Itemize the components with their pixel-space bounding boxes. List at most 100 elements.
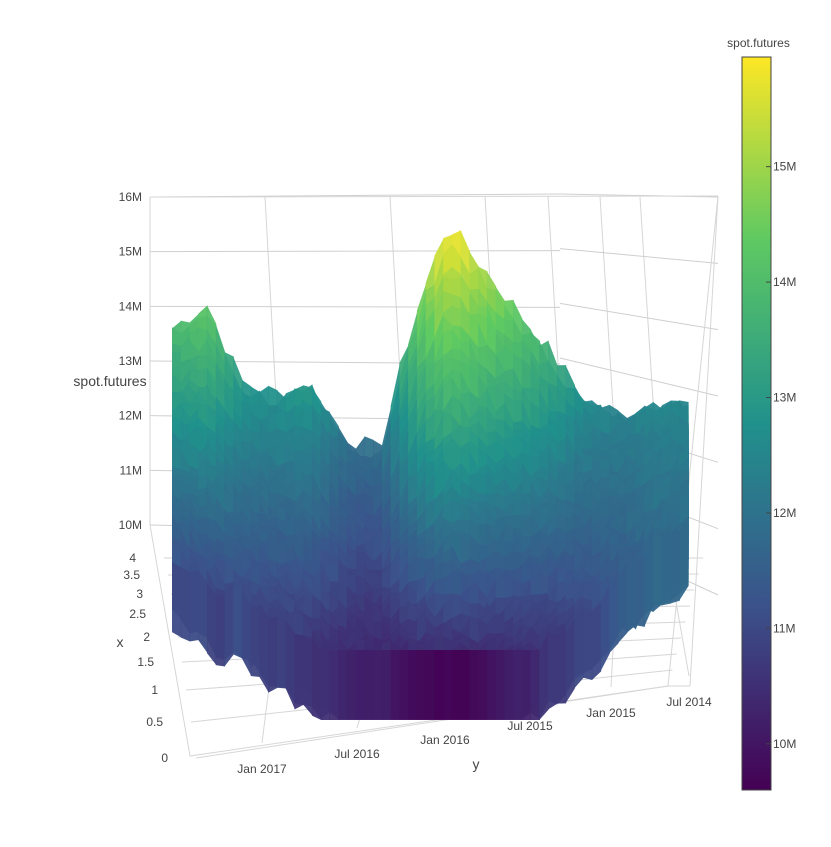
colorbar-tick-label: 15M (773, 160, 796, 174)
surface-facet (635, 555, 645, 627)
surface-facet (206, 583, 217, 666)
surface-facet (548, 633, 558, 710)
x-tick-label: 3 (136, 587, 143, 601)
x-tick-label: 2.5 (129, 607, 146, 621)
y-tick-label: Jul 2016 (334, 747, 380, 761)
colorbar-gradient (741, 56, 772, 791)
surface-facet (338, 650, 348, 720)
surface-facet (215, 595, 226, 667)
surface-facet (644, 535, 654, 627)
surface-facet (172, 562, 182, 638)
surface-facet (189, 570, 199, 642)
z-tick-label: 10M (119, 518, 142, 532)
x-tick-label: 4 (129, 551, 136, 565)
surface-facet (556, 633, 567, 704)
z-tick-label: 14M (119, 299, 142, 313)
surface-facet (504, 650, 514, 720)
z-gridline-side (559, 357, 719, 397)
x-tick-label: 0.5 (146, 715, 163, 729)
surface-facet (600, 583, 610, 672)
y-tick-label: Jan 2016 (420, 733, 470, 747)
label-layer: 0 0.5 1 1.5 2 2.5 3 3.5 4 Jan 2017 Jul 2016 Jan 201… (73, 190, 712, 776)
surface-facet (469, 650, 479, 720)
box-top-edge (149, 195, 719, 198)
surface-facet (294, 634, 304, 710)
surface-facet (259, 606, 269, 693)
surface-facet (460, 650, 470, 720)
surface-facet (276, 617, 287, 689)
z-gridline-side (559, 302, 719, 331)
colorbar-title: spot.futures (727, 36, 790, 50)
colorbar-tick-label: 10M (773, 737, 796, 751)
x-axis-title: x (117, 634, 124, 650)
surface-facet (670, 530, 680, 604)
surface-facet (355, 650, 366, 720)
z-tick-label: 16M (119, 190, 142, 204)
y-tick-label: Jan 2017 (237, 762, 287, 776)
x-tick-label: 1.5 (137, 655, 154, 669)
surface-facet (443, 650, 453, 720)
y-tick-label: Jan 2015 (586, 706, 636, 720)
surface-facet (311, 645, 322, 720)
colorbar: spot.futures 10M 11M 12M 13M 14M 15M (727, 36, 796, 791)
x-tick-label: 2 (143, 630, 150, 644)
z-tick-label: 11M (120, 463, 142, 477)
surface-facet (390, 650, 400, 720)
surface-facet (346, 650, 357, 720)
surface-facet (609, 573, 619, 654)
z-axis-title: spot.futures (73, 373, 146, 389)
box-right-edge (689, 195, 719, 687)
x-tick-label: 1 (151, 683, 158, 697)
surface-facet (679, 515, 689, 601)
surface-facet (434, 650, 444, 720)
surface-facet (198, 570, 208, 654)
y-axis-title: y (473, 756, 480, 772)
surface-facet (478, 650, 488, 720)
surface-facet (565, 618, 575, 704)
surface-facet (513, 650, 523, 720)
surface-facet (320, 650, 331, 720)
z-gridline-side (559, 248, 719, 264)
z-tick-label: 12M (119, 409, 142, 423)
surface-facet (495, 650, 505, 720)
x-tick-label: 0 (161, 751, 168, 765)
z-tick-label: 15M (119, 245, 142, 259)
surface-facet (373, 650, 383, 720)
colorbar-tick-label: 11M (773, 621, 795, 635)
surface-facet (486, 650, 497, 720)
surface-facet (425, 650, 435, 720)
z-tick-label: 13M (119, 354, 142, 368)
surface-facet (364, 650, 374, 720)
surface-facet (539, 639, 549, 720)
surface-facet (451, 650, 462, 720)
surface-facet (241, 588, 252, 677)
colorbar-tick-label: 14M (773, 275, 796, 289)
surface-facet (591, 601, 602, 681)
surface-facet (626, 555, 637, 633)
z-gridline (149, 250, 561, 253)
y-tick-label: Jul 2015 (507, 719, 553, 733)
surface-facet (583, 607, 593, 681)
surface-facet (530, 650, 540, 720)
surface-facet (329, 650, 339, 720)
surface-facet (381, 650, 392, 720)
y-tick-label: Jul 2014 (666, 695, 712, 709)
surface-facet (303, 634, 313, 716)
surface-facet (521, 650, 532, 720)
surface-facet (285, 618, 296, 710)
surface-facet (653, 535, 663, 606)
x-tick-label: 3.5 (123, 568, 140, 582)
colorbar-tick-label: 13M (773, 391, 796, 405)
surface-layer (172, 230, 689, 720)
surface-facet (268, 617, 278, 693)
surface-facet (250, 606, 261, 677)
colorbar-tick-label: 12M (773, 506, 796, 520)
surface-facet (233, 584, 243, 659)
surface-facet (574, 607, 584, 689)
surface-facet (618, 562, 628, 644)
surface-facet (661, 533, 672, 606)
surface-facet (416, 650, 427, 720)
surface-facet (408, 650, 418, 720)
